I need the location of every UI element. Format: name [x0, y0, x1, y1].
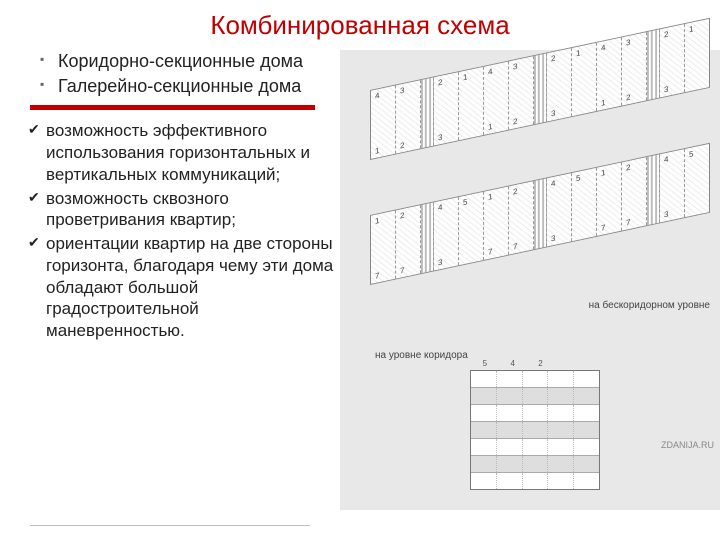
plan-unit: 43 [660, 149, 685, 222]
plan-stair [421, 202, 434, 273]
facade-row [471, 422, 599, 439]
facade-row [471, 439, 599, 456]
plan-stair [534, 178, 547, 249]
diagram-caption-right: на бескоридорном уровне [589, 300, 710, 311]
facade-numbers: 5 4 2 [471, 359, 601, 368]
plan-stair [647, 29, 660, 100]
plan-unit: 5 [685, 144, 709, 217]
plan-stair [534, 53, 547, 124]
facade-row [471, 388, 599, 405]
plan-unit: 41 [371, 85, 396, 158]
plan-unit: 27 [622, 157, 647, 230]
diagram-caption-left: на уровне коридора [375, 350, 468, 361]
plan-unit: 23 [660, 24, 685, 97]
facade-row [471, 405, 599, 422]
plan-unit: 43 [547, 173, 572, 246]
plan-unit: 1 [685, 19, 709, 92]
plan-unit: 17 [484, 186, 509, 259]
plan-unit: 23 [547, 48, 572, 121]
plan-unit: 41 [597, 37, 622, 110]
plan-unit: 32 [396, 80, 421, 153]
plan-unit: 17 [597, 162, 622, 235]
watermark: ZDANIJA.RU [661, 440, 714, 450]
body-bullet-item: возможность эффективного использования г… [28, 120, 338, 185]
plan-unit: 5 [459, 192, 484, 265]
plan-stair [647, 154, 660, 225]
body-bullet-list: возможность эффективного использования г… [28, 120, 338, 342]
diagram-image: 41 32 23 1 41 32 23 1 41 32 23 1 17 27 4… [340, 50, 720, 510]
plan-unit: 41 [484, 61, 509, 134]
body-bullet-item: ориентации квартир на две стороны горизо… [28, 233, 338, 342]
plan-unit: 27 [509, 181, 534, 254]
plan-unit: 23 [434, 72, 459, 145]
plan-unit: 17 [371, 210, 396, 283]
body-bullet-item: возможность сквозного проветривания квар… [28, 188, 338, 232]
footer-divider [30, 525, 310, 526]
title-divider [30, 105, 315, 110]
slide-title: Комбинированная схема [0, 10, 720, 41]
plan-stair [421, 77, 434, 148]
facade-row [471, 456, 599, 473]
building-plan-2: 17 27 43 5 17 27 43 5 17 27 43 5 [370, 143, 710, 285]
plan-unit: 27 [396, 205, 421, 278]
facade-row [471, 371, 599, 388]
facade-row [471, 473, 599, 489]
plan-unit: 5 [572, 168, 597, 241]
building-facade: 5 4 2 [470, 370, 600, 490]
plan-unit: 43 [434, 197, 459, 270]
plan-unit: 1 [459, 67, 484, 140]
plan-unit: 1 [572, 43, 597, 116]
plan-unit: 32 [622, 32, 647, 105]
plan-unit: 32 [509, 56, 534, 129]
